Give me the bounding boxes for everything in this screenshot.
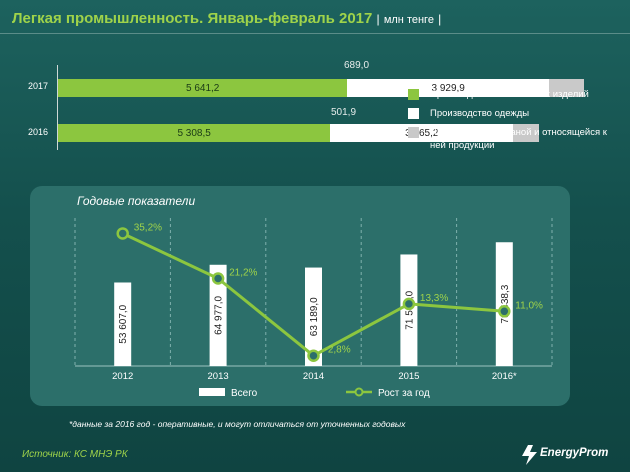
legend-swatch-clothing	[408, 108, 419, 119]
x-tick-label-2012: 2012	[112, 371, 133, 382]
legend-label-clothing: Производство одежды	[430, 108, 530, 119]
growth-point-2013	[211, 272, 225, 285]
bar-2017-textile: 5 641,2	[58, 79, 348, 97]
x-tick-label-2014: 2014	[303, 371, 324, 382]
brand-name: EnergyProm	[540, 447, 609, 459]
annual-panel-title: Годовые показатели	[77, 194, 196, 208]
bar-total-2016*	[495, 242, 513, 366]
brand-logo: EnergyProm	[520, 444, 624, 466]
bar-2016-textile: 5 308,5	[58, 124, 331, 142]
legend-label-total: Всего	[231, 388, 258, 399]
growth-label-2012: 35,2%	[134, 222, 162, 233]
x-tick-label-2016*: 2016*	[492, 371, 517, 382]
x-tick-label-2015: 2015	[398, 371, 419, 382]
bar-total-2014	[305, 267, 322, 366]
growth-label-2015: 13,3%	[420, 293, 448, 304]
growth-label-2014: -2,8%	[325, 345, 351, 356]
label-2017-leather: 689,0	[344, 60, 370, 71]
footnote: *данные за 2016 год - оперативные, и мог…	[69, 419, 406, 429]
legend-label-textile: Производство текстильных изделий	[430, 89, 589, 100]
bar-2017-clothing: 3 929,9	[347, 79, 549, 97]
legend-swatch-leather	[408, 127, 419, 138]
growth-label-2016*: 11,0%	[515, 300, 543, 311]
bar-total-label-2014: 63 189,0	[309, 297, 320, 336]
growth-point-2014	[307, 349, 320, 362]
x-tick-label-2013: 2013	[208, 371, 229, 382]
bar-total-label-2016*: 79 438,3	[500, 284, 511, 323]
bar-2017-leather	[548, 79, 585, 97]
year-label-2016: 2016	[28, 127, 49, 137]
bar-total-label-2013: 64 977,0	[214, 295, 225, 334]
growth-point-2015	[402, 297, 416, 311]
bar-total-2013	[209, 264, 227, 366]
year-label-2017: 2017	[28, 81, 49, 91]
legend-swatch-textile	[408, 89, 419, 100]
brand-bolt-icon	[522, 445, 537, 465]
bar-total-2015	[400, 254, 418, 366]
label-2016-leather: 501,9	[331, 107, 357, 118]
growth-label-2013: 21,2%	[229, 267, 257, 278]
legend-swatch-growth-point	[354, 387, 364, 397]
legend-label-growth: Рост за год	[378, 388, 430, 399]
unit-label: млн тенге	[383, 14, 434, 26]
growth-point-2012	[116, 227, 129, 240]
legend-label-leather: Производство кожаной и относящейся к ней…	[430, 127, 607, 151]
bar-2016-leather	[513, 124, 539, 142]
top-chart-axis	[57, 65, 58, 150]
bar-2016-clothing: 3 565,2	[330, 124, 514, 142]
title-divider	[0, 33, 630, 34]
legend-swatch-total	[199, 388, 225, 396]
page-title: Легкая промышленность. Январь-февраль 20…	[12, 10, 442, 27]
bar-total-2012	[114, 282, 132, 366]
growth-point-2016*	[498, 305, 511, 318]
source-label: Источник: КС МНЭ РК	[22, 449, 128, 460]
bar-total-label-2012: 53 607,0	[118, 304, 129, 343]
